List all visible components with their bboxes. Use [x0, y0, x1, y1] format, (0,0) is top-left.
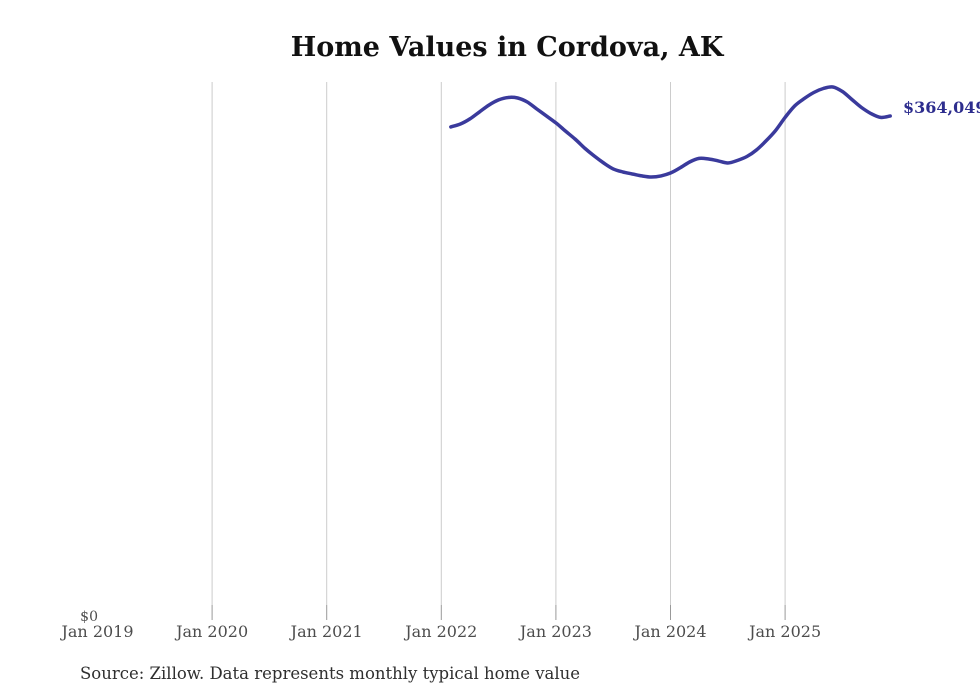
- x-tick-label: Jan 2025: [749, 622, 822, 641]
- x-tick-label: Jan 2020: [176, 622, 249, 641]
- y-zero-label: $0: [80, 609, 98, 625]
- source-note: Source: Zillow. Data represents monthly …: [80, 664, 581, 683]
- chart-title: Home Values in Cordova, AK: [290, 32, 724, 63]
- x-tick-label: Jan 2021: [290, 622, 363, 641]
- last-value-label: $364,049: [903, 98, 980, 117]
- gridlines: [211, 82, 786, 620]
- x-tick-label: Jan 2023: [519, 622, 592, 641]
- x-tick-label: Jan 2022: [405, 622, 478, 641]
- home-value-line: [449, 85, 892, 179]
- x-tick-label: Jan 2024: [634, 622, 707, 641]
- x-tick-label: Jan 2019: [61, 622, 134, 641]
